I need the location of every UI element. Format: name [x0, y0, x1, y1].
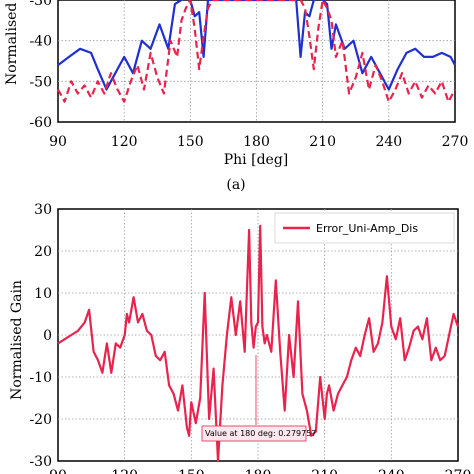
bottom-y-tick-label: 0	[43, 328, 52, 344]
bottom-chart: 90 120 150 180 210 240 270 30 20 10 0 -10 -20 -30 No…	[9, 202, 471, 474]
top-x-tick-label: 90	[49, 134, 67, 150]
top-y-tick-label: -40	[29, 34, 52, 50]
bottom-x-tick-label: 120	[111, 468, 138, 474]
bottom-y-tick-label: 30	[34, 202, 52, 218]
top-x-tick-label: 150	[177, 134, 204, 150]
tooltip-box	[201, 425, 307, 442]
top-y-tick-labels: -60 -50 -40 -30	[29, 0, 52, 131]
bottom-y-tick-label: -10	[29, 370, 52, 386]
bottom-x-tick-label: 210	[311, 468, 338, 474]
bottom-x-tick-label: 270	[445, 468, 472, 474]
legend-label: Error_Uni-Amp_Dis	[316, 222, 418, 235]
top-x-tick-label: 180	[243, 134, 270, 150]
bottom-y-tick-label: 20	[34, 244, 52, 260]
bottom-x-tick-label: 90	[49, 468, 67, 474]
top-x-tick-labels: 90 120 150 180 210 240 270	[49, 134, 468, 150]
top-x-axis-label: Phi [deg]	[224, 152, 289, 168]
bottom-y-tick-labels: 30 20 10 0 -10 -20 -30	[29, 202, 52, 470]
bottom-series-line-1	[57, 224, 460, 463]
top-x-tick-label: 210	[309, 134, 336, 150]
bottom-y-tick-label: -30	[29, 454, 52, 470]
legend: Error_Uni-Amp_Dis	[274, 212, 455, 244]
top-x-tick-label: 120	[111, 134, 138, 150]
tooltip-text: Value at 180 deg: 0.279757	[205, 429, 316, 438]
top-series-line-1	[57, 0, 456, 91]
top-y-axis-label: Normalised G	[4, 0, 20, 85]
top-y-tick-label: -30	[29, 0, 52, 9]
top-series-line-2	[57, 0, 456, 103]
bottom-y-tick-label: 10	[34, 286, 52, 302]
bottom-x-tick-labels: 90 120 150 180 210 240 270	[49, 468, 471, 474]
top-y-tick-label: -60	[29, 115, 52, 131]
top-x-tick-label: 270	[442, 134, 469, 150]
bottom-x-tick-label: 150	[178, 468, 205, 474]
bottom-y-tick-label: -20	[29, 412, 52, 428]
top-x-tick-label: 240	[375, 134, 402, 150]
bottom-series	[57, 224, 460, 463]
value-tooltip: Value at 180 deg: 0.279757	[201, 355, 316, 442]
bottom-y-axis-label: Normalised Gain	[9, 280, 25, 400]
bottom-x-tick-label: 240	[378, 468, 405, 474]
top-series	[57, 0, 456, 103]
bottom-x-tick-label: 180	[245, 468, 272, 474]
top-y-tick-label: -50	[29, 74, 52, 90]
figure-caption: (a)	[226, 177, 245, 193]
top-chart: 90 120 150 180 210 240 270 -60 -50 -40 -30 Phi [d…	[4, 0, 468, 193]
